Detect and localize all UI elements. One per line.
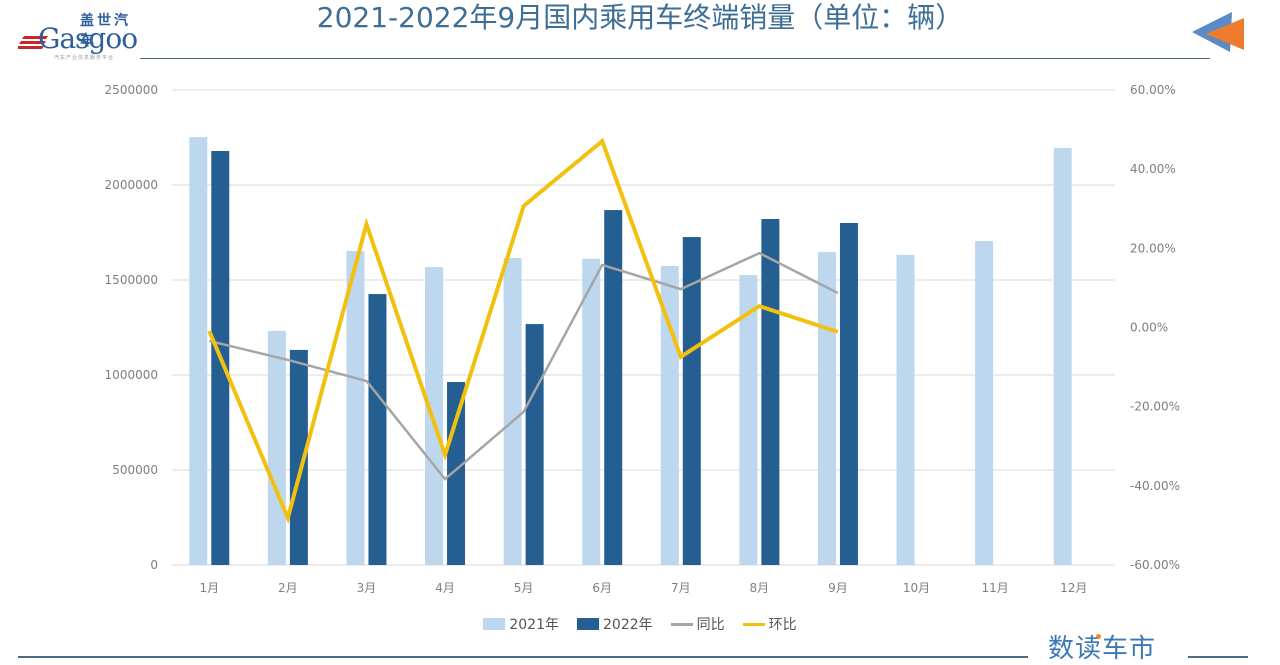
bar-2022年 bbox=[525, 324, 544, 565]
bar-2021年 bbox=[503, 257, 522, 565]
y2-tick-label: -40.00% bbox=[1130, 479, 1180, 493]
bar-2021年 bbox=[346, 250, 365, 565]
y2-tick-label: 40.00% bbox=[1130, 162, 1176, 176]
x-tick-label: 12月 bbox=[1060, 581, 1087, 595]
chart-legend: 2021年 2022年 同比 环比 bbox=[0, 614, 1280, 634]
legend-item-2021: 2021年 bbox=[483, 614, 559, 634]
legend-label: 同比 bbox=[696, 617, 725, 633]
y-tick-label: 1500000 bbox=[105, 273, 158, 287]
legend-label: 2021年 bbox=[509, 617, 559, 633]
legend-item-mom: 环比 bbox=[742, 614, 797, 634]
bar-2022年 bbox=[761, 219, 780, 565]
y2-tick-label: -60.00% bbox=[1130, 558, 1180, 572]
y2-tick-label: 20.00% bbox=[1130, 241, 1176, 255]
title-divider bbox=[140, 58, 1210, 59]
y2-tick-label: 60.00% bbox=[1130, 83, 1176, 97]
bar-2021年 bbox=[267, 330, 286, 565]
x-tick-label: 6月 bbox=[592, 581, 612, 595]
x-tick-label: 1月 bbox=[199, 581, 219, 595]
bar-2021年 bbox=[739, 275, 758, 565]
bar-2022年 bbox=[682, 237, 701, 565]
bar-2021年 bbox=[896, 254, 915, 566]
x-tick-label: 4月 bbox=[435, 581, 455, 595]
x-axis: 1月 2月 3月 4月 5月 6月 7月 8月 9月 10月 11月 12月 bbox=[199, 581, 1087, 595]
back-arrows-icon bbox=[1192, 12, 1244, 52]
legend-swatch bbox=[670, 622, 693, 626]
bar-2021年 bbox=[975, 241, 994, 566]
bar-2022年 bbox=[839, 223, 858, 565]
x-tick-label: 2月 bbox=[278, 581, 298, 595]
legend-label: 2022年 bbox=[603, 617, 653, 633]
legend-swatch bbox=[577, 618, 599, 630]
chart-title: 2021-2022年9月国内乘用车终端销量（单位：辆） bbox=[316, 1, 964, 34]
y-tick-label: 1000000 bbox=[105, 368, 158, 382]
brand-dot bbox=[1096, 634, 1101, 639]
left-axis: 0 500000 1000000 1500000 2000000 2500000 bbox=[105, 83, 158, 572]
legend-item-2022: 2022年 bbox=[577, 614, 653, 634]
logo-cn-text: 盖世汽车 bbox=[80, 13, 131, 49]
y-tick-label: 0 bbox=[150, 558, 158, 572]
grid-lines bbox=[172, 89, 1115, 566]
y2-tick-label: -20.00% bbox=[1130, 400, 1180, 414]
bar-2021年 bbox=[425, 267, 444, 565]
bar-2021年 bbox=[817, 252, 836, 565]
footer-divider-right bbox=[1188, 656, 1248, 658]
logo-subtitle: 汽车产业信息服务平台 bbox=[54, 55, 115, 61]
x-tick-label: 3月 bbox=[357, 581, 377, 595]
legend-swatch bbox=[483, 618, 506, 630]
logo-en-text: Gasgoo bbox=[38, 22, 138, 55]
y-tick-label: 2000000 bbox=[105, 178, 158, 192]
x-tick-label: 5月 bbox=[514, 581, 534, 595]
legend-swatch bbox=[742, 622, 765, 626]
y-tick-label: 500000 bbox=[112, 463, 158, 477]
bar-2022年 bbox=[604, 210, 623, 565]
line-环比 bbox=[207, 137, 839, 525]
bar-2021年 bbox=[189, 137, 208, 565]
bars bbox=[189, 137, 1072, 566]
bar-2022年 bbox=[368, 294, 387, 565]
y-tick-label: 2500000 bbox=[105, 83, 158, 97]
y2-tick-label: 0.00% bbox=[1130, 321, 1168, 335]
x-tick-label: 8月 bbox=[750, 581, 770, 595]
legend-item-yoy: 同比 bbox=[670, 614, 725, 634]
x-tick-label: 10月 bbox=[903, 581, 930, 595]
footer-divider bbox=[18, 656, 1028, 658]
chart-area: 0 500000 1000000 1500000 2000000 2500000 -60.… bbox=[105, 83, 1181, 595]
bar-2021年 bbox=[582, 258, 601, 565]
gasgoo-logo: 盖世汽车 Gasgoo 汽车产业信息服务平台 bbox=[18, 10, 143, 62]
line-同比 bbox=[208, 251, 839, 481]
legend-label: 环比 bbox=[768, 617, 797, 633]
brand-label: 数读车市 bbox=[1048, 634, 1157, 664]
x-tick-label: 9月 bbox=[828, 581, 848, 595]
bar-2022年 bbox=[289, 349, 308, 565]
x-tick-label: 7月 bbox=[671, 581, 691, 595]
right-axis: -60.00% -40.00% -20.00% 0.00% 20.00% 40.00% 60… bbox=[1130, 83, 1180, 572]
logo-stripes-icon bbox=[18, 36, 48, 49]
x-tick-label: 11月 bbox=[981, 581, 1008, 595]
bar-2021年 bbox=[1053, 147, 1072, 565]
lines bbox=[207, 137, 839, 525]
